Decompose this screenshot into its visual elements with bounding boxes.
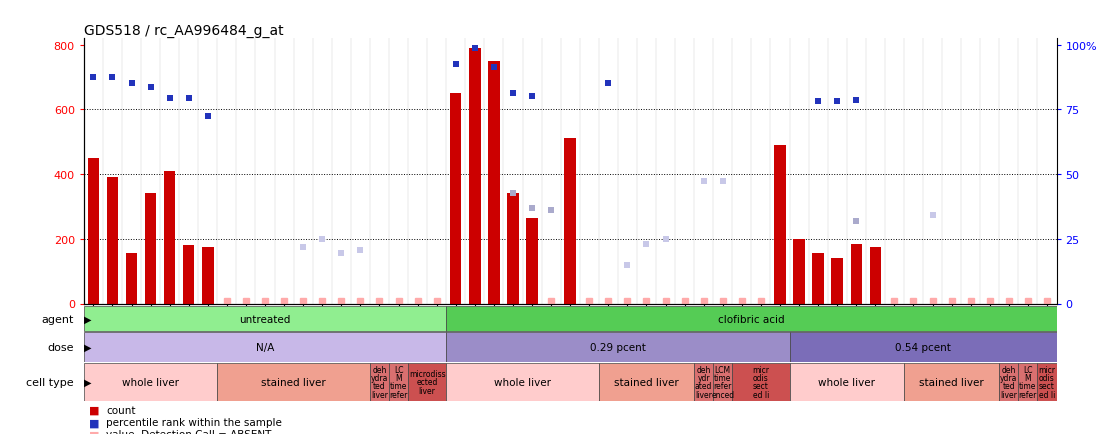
Bar [145, 194, 157, 304]
Text: deh
ydra
ted
liver: deh ydra ted liver [1001, 365, 1017, 399]
Text: agent: agent [41, 314, 74, 324]
Bar [217, 363, 370, 401]
Text: micr
odis
sect
ed li: micr odis sect ed li [752, 365, 769, 399]
Bar [446, 306, 1057, 332]
Bar [126, 254, 138, 304]
Bar [84, 306, 446, 332]
Bar [446, 332, 789, 362]
Text: cell type: cell type [27, 377, 74, 387]
Bar [370, 363, 389, 401]
Text: whole liver: whole liver [122, 377, 179, 387]
Bar [164, 171, 176, 304]
Text: ■: ■ [89, 430, 100, 434]
Bar [1038, 363, 1057, 401]
Text: micr
odis
sect
ed li: micr odis sect ed li [1039, 365, 1055, 399]
Bar [1018, 363, 1038, 401]
Bar [789, 363, 904, 401]
Text: ▶: ▶ [84, 377, 92, 387]
Bar [183, 246, 195, 304]
Text: ■: ■ [89, 405, 100, 415]
Text: LCM
time
refer
enced: LCM time refer enced [711, 365, 735, 399]
Bar [202, 247, 214, 304]
Text: GDS518 / rc_AA996484_g_at: GDS518 / rc_AA996484_g_at [84, 24, 284, 38]
Bar [813, 254, 824, 304]
Text: stained liver: stained liver [919, 377, 984, 387]
Bar [732, 363, 789, 401]
Bar [408, 363, 446, 401]
Text: count: count [106, 405, 135, 415]
Text: whole liver: whole liver [494, 377, 551, 387]
Bar [508, 194, 519, 304]
Text: LC
M
time
refer: LC M time refer [389, 365, 408, 399]
Bar [84, 363, 217, 401]
Bar [451, 94, 462, 304]
Bar [904, 363, 999, 401]
Text: deh
ydr
ated
liver: deh ydr ated liver [695, 365, 712, 399]
Text: microdiss
ected
liver: microdiss ected liver [409, 369, 445, 395]
Bar [870, 247, 881, 304]
Text: ▶: ▶ [84, 342, 92, 352]
Text: N/A: N/A [256, 342, 274, 352]
Text: stained liver: stained liver [262, 377, 326, 387]
Text: clofibric acid: clofibric acid [718, 314, 785, 324]
Bar [470, 49, 481, 304]
Text: ■: ■ [89, 418, 100, 427]
Bar [489, 62, 500, 304]
Bar [446, 363, 599, 401]
Bar [87, 158, 100, 304]
Bar [789, 332, 1057, 362]
Text: whole liver: whole liver [818, 377, 875, 387]
Bar [713, 363, 732, 401]
Text: 0.29 pcent: 0.29 pcent [590, 342, 646, 352]
Bar [794, 239, 805, 304]
Text: LC
M
time
refer: LC M time refer [1018, 365, 1038, 399]
Bar [694, 363, 713, 401]
Bar [599, 363, 694, 401]
Text: dose: dose [48, 342, 74, 352]
Bar [527, 218, 538, 304]
Bar [999, 363, 1018, 401]
Bar [775, 145, 786, 304]
Text: percentile rank within the sample: percentile rank within the sample [106, 418, 282, 427]
Bar [84, 332, 446, 362]
Bar [106, 178, 119, 304]
Bar [851, 244, 862, 304]
Text: deh
ydra
ted
liver: deh ydra ted liver [371, 365, 388, 399]
Text: stained liver: stained liver [614, 377, 679, 387]
Text: value, Detection Call = ABSENT: value, Detection Call = ABSENT [106, 430, 272, 434]
Text: untreated: untreated [239, 314, 291, 324]
Bar [565, 139, 576, 304]
Bar [389, 363, 408, 401]
Text: ▶: ▶ [84, 314, 92, 324]
Bar [832, 259, 843, 304]
Text: 0.54 pcent: 0.54 pcent [896, 342, 951, 352]
